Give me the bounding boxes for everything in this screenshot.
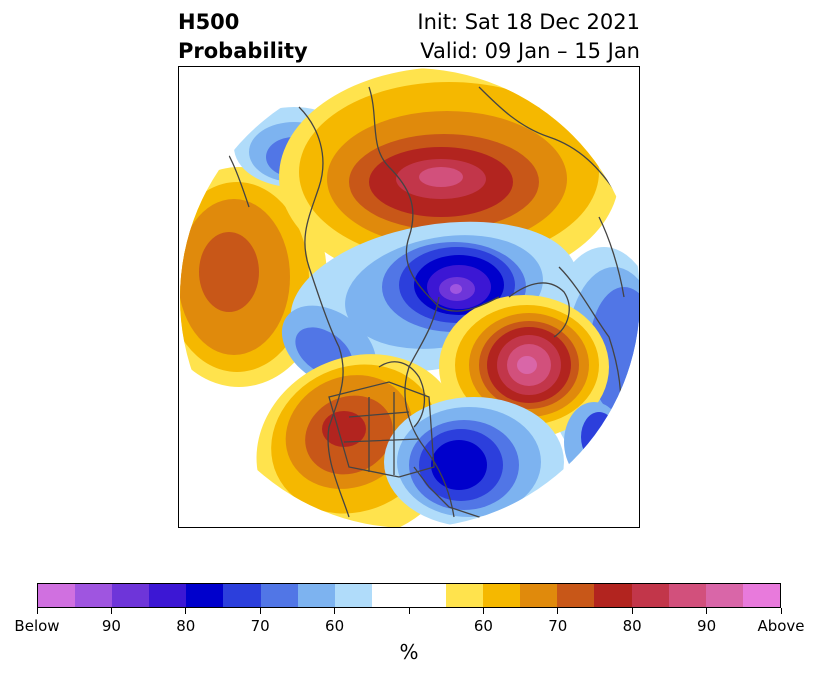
colorbar-segment — [75, 584, 113, 607]
colorbar-tick — [482, 608, 484, 614]
colorbar-segment — [742, 584, 780, 607]
probability-map — [180, 68, 639, 527]
colorbar-segment — [631, 584, 669, 607]
map-frame — [178, 66, 640, 528]
colorbar-segment — [186, 584, 224, 607]
title-left: H500 Probability — [178, 8, 308, 66]
colorbar-tick-label: 90 — [101, 617, 121, 635]
colorbar-segment — [371, 584, 409, 607]
colorbar-segment — [446, 584, 484, 607]
variable-label: H500 — [178, 10, 240, 34]
colorbar-segment — [668, 584, 706, 607]
colorbar-tick — [780, 608, 782, 614]
colorbar-segment — [594, 584, 632, 607]
colorbar-tick-label: 70 — [250, 617, 270, 635]
eastern-us-anomaly — [384, 397, 564, 527]
product-label: Probability — [178, 39, 308, 63]
colorbar-tick-label: 60 — [325, 617, 345, 635]
colorbar-segment — [557, 584, 595, 607]
colorbar-tick-label: 90 — [697, 617, 717, 635]
colorbar-segment — [223, 584, 261, 607]
colorbar-tick-label: 80 — [622, 617, 642, 635]
colorbar-tick-label: Above — [757, 617, 805, 635]
valid-label: Valid: 09 Jan – 15 Jan — [420, 39, 640, 63]
colorbar-tick — [110, 608, 112, 614]
colorbar-segment — [520, 584, 558, 607]
colorbar-tick — [334, 608, 336, 614]
colorbar-tick-center — [408, 608, 410, 614]
colorbar-tick — [557, 608, 559, 614]
mid-atlantic-below — [564, 402, 624, 482]
colorbar-segment — [297, 584, 335, 607]
unit-label: % — [399, 640, 419, 664]
colorbar-segment — [260, 584, 298, 607]
colorbar-segment — [38, 584, 76, 607]
colorbar-tick — [259, 608, 261, 614]
colorbar-tick — [185, 608, 187, 614]
colorbar-segment — [408, 584, 447, 607]
colorbar-tick-label: 60 — [473, 617, 493, 635]
colorbar-segment — [705, 584, 743, 607]
colorbar — [37, 583, 781, 608]
colorbar-tick — [631, 608, 633, 614]
colorbar-tick-label: 70 — [548, 617, 568, 635]
title-right: Init: Sat 18 Dec 2021 Valid: 09 Jan – 15… — [417, 8, 640, 66]
colorbar-tick-label: 80 — [176, 617, 196, 635]
colorbar-segment — [483, 584, 521, 607]
colorbar-tick — [706, 608, 708, 614]
colorbar-segment — [112, 584, 150, 607]
colorbar-segment — [149, 584, 187, 607]
colorbar-tick-label: Below — [14, 617, 60, 635]
init-label: Init: Sat 18 Dec 2021 — [417, 10, 640, 34]
colorbar-segment — [334, 584, 372, 607]
colorbar-tick — [36, 608, 38, 614]
